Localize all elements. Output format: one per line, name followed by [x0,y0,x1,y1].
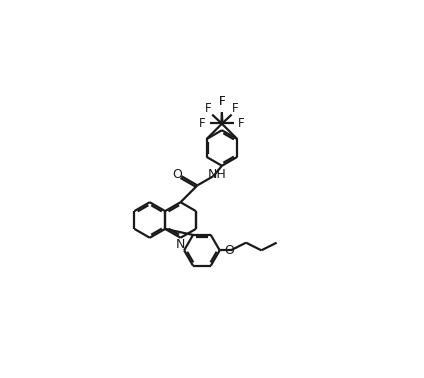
Text: O: O [224,244,234,257]
Text: F: F [199,117,205,130]
Text: F: F [219,96,225,108]
Text: N: N [176,238,185,251]
Text: F: F [238,117,245,130]
Text: F: F [232,102,239,115]
Text: F: F [218,96,225,108]
Text: O: O [172,169,182,181]
Text: F: F [205,102,212,115]
Text: NH: NH [208,169,227,181]
